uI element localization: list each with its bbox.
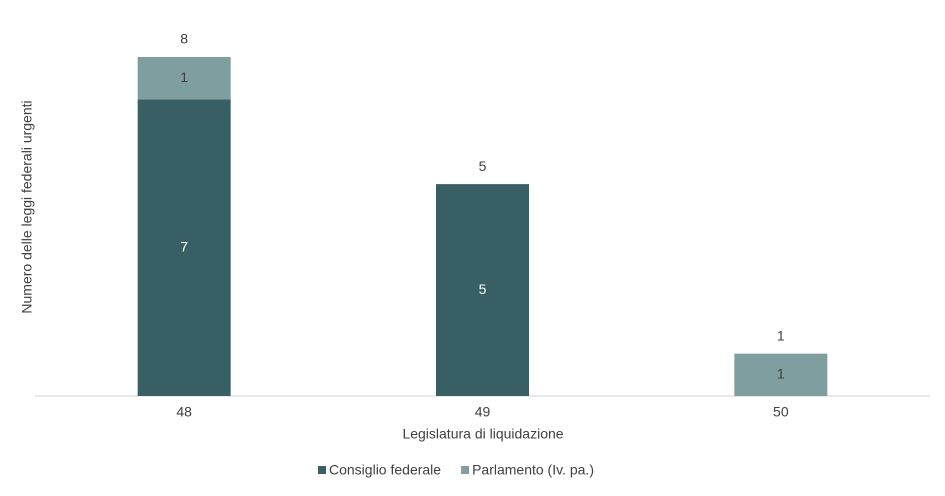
total-label: 1 [777, 327, 785, 343]
legend-label: Consiglio federale [329, 462, 441, 478]
x-axis-title: Legislatura di liquidazione [402, 426, 563, 442]
legend-swatch [461, 466, 470, 474]
data-label: 1 [180, 69, 188, 85]
x-tick-label: 48 [176, 404, 192, 420]
x-tick-label: 50 [773, 404, 789, 420]
bar-segment [137, 57, 231, 100]
total-label: 8 [180, 31, 188, 47]
bar-segment [436, 184, 529, 396]
data-label: 7 [180, 238, 188, 254]
total-label: 5 [479, 158, 487, 174]
legend-label: Parlamento (Iv. pa.) [472, 462, 594, 478]
legend-swatch [318, 466, 326, 474]
bar-segment [137, 99, 231, 396]
bar-segment [734, 353, 828, 396]
x-tick-label: 49 [475, 404, 491, 420]
data-label: 5 [479, 281, 487, 297]
data-label: 1 [777, 366, 785, 382]
y-axis-title: Numero delle leggi federali urgenti [19, 100, 35, 313]
